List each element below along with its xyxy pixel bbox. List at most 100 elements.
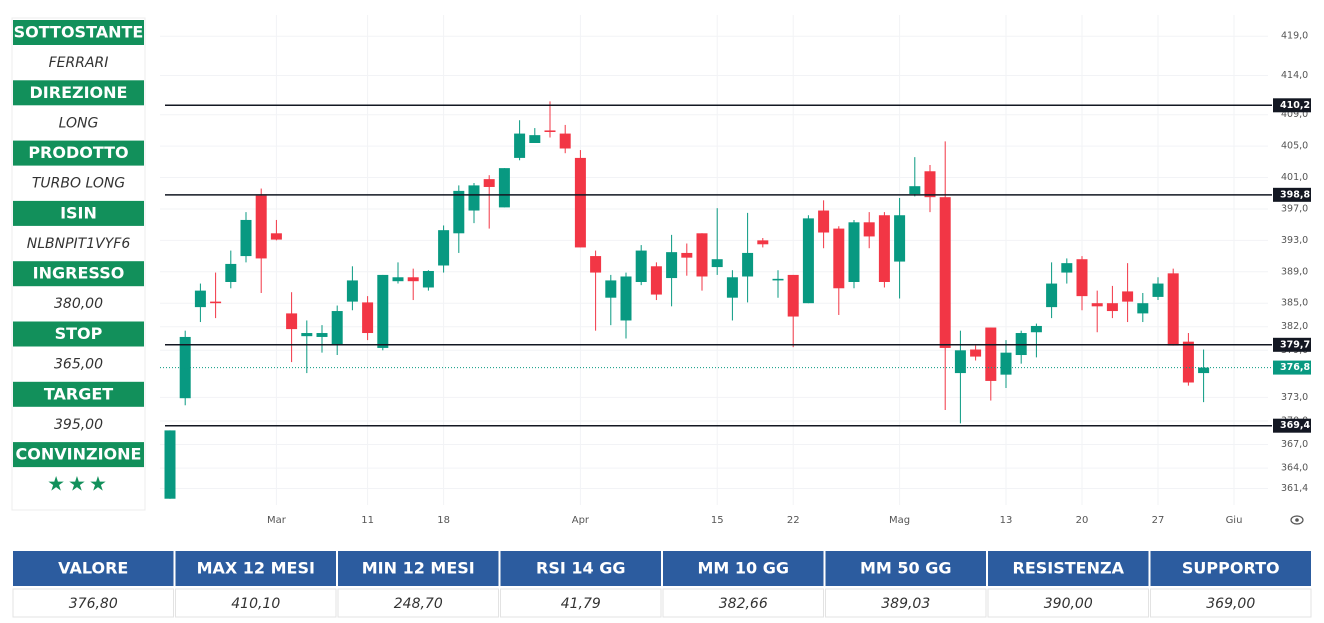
candle-body (681, 252, 693, 258)
candle-body (346, 280, 358, 302)
level-box (1273, 337, 1311, 352)
y-tick-label: 385,0 (1281, 298, 1308, 309)
table-value-cell (500, 588, 662, 618)
candle-body (726, 277, 738, 298)
panel: SOTTOSTANTE FERRARI DIREZIONE LONG PRODOTTO T… (13, 20, 144, 496)
panel-value: 395,00 (54, 417, 103, 433)
panel-header: PRODOTTO (28, 143, 128, 162)
panel-header: STOP (55, 324, 103, 343)
x-tick-label: 27 (1152, 515, 1165, 526)
candle-body (650, 266, 662, 295)
candle-body (377, 274, 389, 348)
candle-body (590, 256, 602, 273)
candle-body (240, 219, 252, 257)
panel-header: ISIN (60, 203, 97, 222)
table-value-cell (662, 588, 824, 618)
x-tick-label: Giu (1226, 515, 1243, 526)
candle-body (1046, 283, 1058, 308)
y-tick-label: 373,0 (1281, 392, 1308, 403)
x-tick-label: 15 (711, 515, 724, 526)
candle-body (392, 277, 404, 282)
panel-header-box (13, 261, 144, 287)
candle-body (179, 336, 191, 399)
candle-body (164, 430, 176, 499)
table-value-cell (1150, 588, 1312, 618)
table-value: 389,03 (881, 596, 930, 612)
candle-body (802, 218, 814, 304)
candle-body (1137, 303, 1149, 314)
eye-icon[interactable] (1290, 515, 1304, 525)
candle-body (1091, 303, 1103, 307)
candle-body (1122, 291, 1134, 302)
level-label: 379,7 (1280, 339, 1310, 350)
y-tick-label: 382,0 (1281, 321, 1308, 332)
candle-body (970, 349, 982, 357)
candle-body (438, 230, 450, 266)
candle-body (255, 195, 267, 259)
y-tick-label: 409,0 (1281, 109, 1308, 120)
level-label: 369,4 (1280, 420, 1310, 431)
table-value-cell (175, 588, 337, 618)
table-header-cell (663, 551, 824, 586)
x-tick-label: 22 (787, 515, 800, 526)
candle-body (1106, 303, 1118, 312)
y-tick-label: 389,0 (1281, 266, 1308, 277)
candle-body (498, 168, 510, 208)
last-price-label: 376,8 (1280, 362, 1310, 373)
candle-body (878, 215, 890, 282)
candle-body (1000, 352, 1012, 375)
candle-body (1015, 333, 1027, 356)
panel-header-box (13, 321, 144, 347)
y-tick-label: 414,0 (1281, 70, 1308, 81)
table-header: MM 10 GG (697, 559, 789, 578)
table-value: 410,10 (231, 596, 280, 612)
panel-value: NLBNPIT1VYF6 (27, 236, 131, 252)
table-value: 382,66 (719, 596, 768, 612)
candle-body (225, 263, 237, 282)
panel-header: SOTTOSTANTE (14, 23, 144, 42)
x-tick-label: 20 (1076, 515, 1089, 526)
level-box (1273, 187, 1311, 202)
level-label: 398,8 (1280, 189, 1310, 200)
table-header-cell (13, 551, 174, 586)
candle-body (301, 333, 313, 337)
table-value-cell (987, 588, 1149, 618)
y-tick-label: 367,0 (1281, 439, 1308, 450)
candle-body (574, 157, 586, 248)
y-tick-label: 397,0 (1281, 203, 1308, 214)
table-header: MIN 12 MESI (362, 559, 475, 578)
table-value: 248,70 (394, 596, 443, 612)
panel-value: FERRARI (49, 55, 109, 71)
table-header-cell (1150, 551, 1311, 586)
table-header-cell (988, 551, 1149, 586)
y-tick-label: 419,0 (1281, 31, 1308, 42)
table-header: RESISTENZA (1013, 559, 1125, 578)
table-header-cell (175, 551, 336, 586)
x-tick-label: 13 (1000, 515, 1013, 526)
candle-body (210, 301, 222, 304)
x-tick-label: 11 (361, 515, 374, 526)
candle-body (1061, 263, 1073, 273)
panel-value: TURBO LONG (32, 176, 125, 192)
table-header: RSI 14 GG (536, 559, 625, 578)
x-tick-label: Apr (572, 515, 590, 526)
panel-header: TARGET (44, 384, 113, 403)
grid: 419,0 414,0 409,0 405,0 401,0 397,0 393,0 389,0… (160, 15, 1308, 526)
table-header: MAX 12 MESI (197, 559, 315, 578)
panel-header-box (13, 381, 144, 407)
candle-body (848, 222, 860, 282)
candle-body (863, 222, 875, 237)
candle-body (666, 252, 678, 279)
candle-body (1076, 259, 1088, 297)
candle-body (954, 350, 966, 374)
candle-body (286, 313, 298, 330)
candle-body (453, 190, 465, 234)
candle-body (422, 270, 434, 288)
panel-header-box (13, 140, 144, 166)
candle-body (924, 171, 936, 198)
candle-body (1198, 367, 1210, 374)
candle-body (514, 133, 526, 158)
level-box (1273, 418, 1311, 433)
panel-header: INGRESSO (33, 264, 125, 283)
